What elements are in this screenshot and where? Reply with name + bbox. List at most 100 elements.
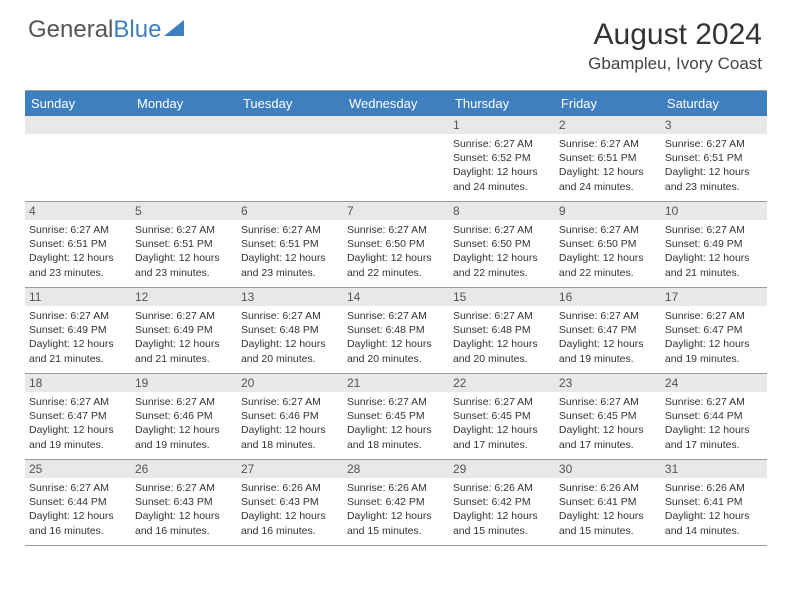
day-body: Sunrise: 6:27 AMSunset: 6:48 PMDaylight:… [449,306,555,370]
day-number: 6 [237,202,343,220]
logo: GeneralBlue [28,18,186,42]
day-body: Sunrise: 6:27 AMSunset: 6:52 PMDaylight:… [449,134,555,198]
empty-day-number [131,116,237,134]
calendar-row: 18Sunrise: 6:27 AMSunset: 6:47 PMDayligh… [25,374,767,460]
day-cell: 15Sunrise: 6:27 AMSunset: 6:48 PMDayligh… [449,288,555,374]
day-body: Sunrise: 6:27 AMSunset: 6:46 PMDaylight:… [237,392,343,456]
calendar-row: 4Sunrise: 6:27 AMSunset: 6:51 PMDaylight… [25,202,767,288]
day-body: Sunrise: 6:27 AMSunset: 6:50 PMDaylight:… [343,220,449,284]
day-body: Sunrise: 6:27 AMSunset: 6:45 PMDaylight:… [343,392,449,456]
day-body: Sunrise: 6:27 AMSunset: 6:45 PMDaylight:… [449,392,555,456]
day-body: Sunrise: 6:27 AMSunset: 6:49 PMDaylight:… [131,306,237,370]
day-number: 19 [131,374,237,392]
weekday-wednesday: Wednesday [343,91,449,116]
day-body: Sunrise: 6:27 AMSunset: 6:51 PMDaylight:… [131,220,237,284]
day-number: 24 [661,374,767,392]
day-number: 12 [131,288,237,306]
empty-day-number [237,116,343,134]
day-cell: 5Sunrise: 6:27 AMSunset: 6:51 PMDaylight… [131,202,237,288]
day-number: 3 [661,116,767,134]
day-cell: 26Sunrise: 6:27 AMSunset: 6:43 PMDayligh… [131,460,237,546]
day-cell: 17Sunrise: 6:27 AMSunset: 6:47 PMDayligh… [661,288,767,374]
weekday-sunday: Sunday [25,91,131,116]
day-cell: 30Sunrise: 6:26 AMSunset: 6:41 PMDayligh… [555,460,661,546]
logo-triangle-icon [164,20,186,38]
day-body: Sunrise: 6:27 AMSunset: 6:47 PMDaylight:… [25,392,131,456]
day-cell: 8Sunrise: 6:27 AMSunset: 6:50 PMDaylight… [449,202,555,288]
day-body: Sunrise: 6:27 AMSunset: 6:45 PMDaylight:… [555,392,661,456]
page-header: GeneralBlue August 2024 Gbampleu, Ivory … [0,0,792,82]
day-cell: 18Sunrise: 6:27 AMSunset: 6:47 PMDayligh… [25,374,131,460]
calendar-row: 25Sunrise: 6:27 AMSunset: 6:44 PMDayligh… [25,460,767,546]
day-body: Sunrise: 6:27 AMSunset: 6:47 PMDaylight:… [555,306,661,370]
day-cell: 11Sunrise: 6:27 AMSunset: 6:49 PMDayligh… [25,288,131,374]
empty-day-number [25,116,131,134]
day-body: Sunrise: 6:27 AMSunset: 6:51 PMDaylight:… [661,134,767,198]
day-cell: 24Sunrise: 6:27 AMSunset: 6:44 PMDayligh… [661,374,767,460]
day-number: 4 [25,202,131,220]
title-block: August 2024 Gbampleu, Ivory Coast [588,18,762,74]
day-cell: 25Sunrise: 6:27 AMSunset: 6:44 PMDayligh… [25,460,131,546]
day-cell: 1Sunrise: 6:27 AMSunset: 6:52 PMDaylight… [449,116,555,202]
day-body: Sunrise: 6:27 AMSunset: 6:48 PMDaylight:… [343,306,449,370]
day-number: 21 [343,374,449,392]
calendar-row: 1Sunrise: 6:27 AMSunset: 6:52 PMDaylight… [25,116,767,202]
weekday-monday: Monday [131,91,237,116]
weekday-header-row: SundayMondayTuesdayWednesdayThursdayFrid… [25,91,767,116]
empty-cell [237,116,343,202]
day-body: Sunrise: 6:27 AMSunset: 6:51 PMDaylight:… [555,134,661,198]
day-body: Sunrise: 6:26 AMSunset: 6:42 PMDaylight:… [449,478,555,542]
logo-text-gray: General [28,18,113,42]
day-cell: 10Sunrise: 6:27 AMSunset: 6:49 PMDayligh… [661,202,767,288]
day-number: 9 [555,202,661,220]
day-number: 5 [131,202,237,220]
day-number: 15 [449,288,555,306]
day-body: Sunrise: 6:27 AMSunset: 6:51 PMDaylight:… [237,220,343,284]
day-cell: 4Sunrise: 6:27 AMSunset: 6:51 PMDaylight… [25,202,131,288]
day-body: Sunrise: 6:26 AMSunset: 6:41 PMDaylight:… [555,478,661,542]
calendar: SundayMondayTuesdayWednesdayThursdayFrid… [25,90,767,546]
day-cell: 21Sunrise: 6:27 AMSunset: 6:45 PMDayligh… [343,374,449,460]
day-cell: 27Sunrise: 6:26 AMSunset: 6:43 PMDayligh… [237,460,343,546]
day-cell: 7Sunrise: 6:27 AMSunset: 6:50 PMDaylight… [343,202,449,288]
day-number: 11 [25,288,131,306]
day-cell: 2Sunrise: 6:27 AMSunset: 6:51 PMDaylight… [555,116,661,202]
day-cell: 19Sunrise: 6:27 AMSunset: 6:46 PMDayligh… [131,374,237,460]
day-number: 17 [661,288,767,306]
day-cell: 13Sunrise: 6:27 AMSunset: 6:48 PMDayligh… [237,288,343,374]
day-number: 13 [237,288,343,306]
day-number: 18 [25,374,131,392]
day-cell: 28Sunrise: 6:26 AMSunset: 6:42 PMDayligh… [343,460,449,546]
weekday-friday: Friday [555,91,661,116]
calendar-grid: 1Sunrise: 6:27 AMSunset: 6:52 PMDaylight… [25,116,767,546]
day-body: Sunrise: 6:27 AMSunset: 6:51 PMDaylight:… [25,220,131,284]
day-cell: 9Sunrise: 6:27 AMSunset: 6:50 PMDaylight… [555,202,661,288]
day-number: 7 [343,202,449,220]
day-body: Sunrise: 6:27 AMSunset: 6:44 PMDaylight:… [25,478,131,542]
day-number: 29 [449,460,555,478]
empty-cell [131,116,237,202]
logo-text-blue: Blue [113,18,161,42]
weekday-thursday: Thursday [449,91,555,116]
day-number: 23 [555,374,661,392]
day-cell: 14Sunrise: 6:27 AMSunset: 6:48 PMDayligh… [343,288,449,374]
weekday-tuesday: Tuesday [237,91,343,116]
day-number: 22 [449,374,555,392]
day-number: 28 [343,460,449,478]
day-number: 1 [449,116,555,134]
empty-day-number [343,116,449,134]
day-body: Sunrise: 6:27 AMSunset: 6:43 PMDaylight:… [131,478,237,542]
day-cell: 16Sunrise: 6:27 AMSunset: 6:47 PMDayligh… [555,288,661,374]
day-number: 31 [661,460,767,478]
day-number: 16 [555,288,661,306]
day-body: Sunrise: 6:26 AMSunset: 6:43 PMDaylight:… [237,478,343,542]
day-cell: 23Sunrise: 6:27 AMSunset: 6:45 PMDayligh… [555,374,661,460]
day-body: Sunrise: 6:27 AMSunset: 6:49 PMDaylight:… [661,220,767,284]
empty-cell [25,116,131,202]
day-number: 2 [555,116,661,134]
day-cell: 22Sunrise: 6:27 AMSunset: 6:45 PMDayligh… [449,374,555,460]
day-cell: 20Sunrise: 6:27 AMSunset: 6:46 PMDayligh… [237,374,343,460]
day-number: 27 [237,460,343,478]
day-cell: 29Sunrise: 6:26 AMSunset: 6:42 PMDayligh… [449,460,555,546]
day-cell: 31Sunrise: 6:26 AMSunset: 6:41 PMDayligh… [661,460,767,546]
